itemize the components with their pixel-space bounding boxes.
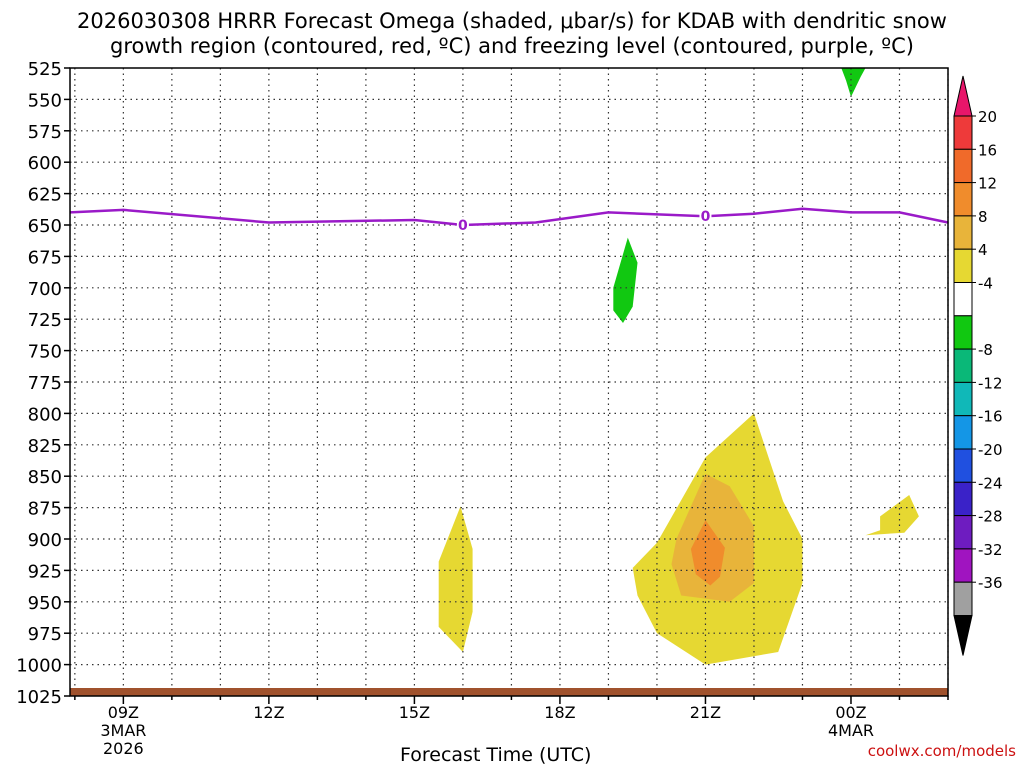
- colorbar-label: 20: [978, 108, 997, 126]
- colorbar-label: -16: [978, 408, 1003, 426]
- x-tick-label: 00Z: [835, 703, 866, 722]
- freezing-level-label: 0: [701, 209, 711, 225]
- x-tick-label: 12Z: [253, 703, 284, 722]
- y-tick-label: 525: [28, 59, 62, 80]
- y-tick-label: 825: [28, 436, 62, 457]
- colorbar-swatch: [953, 615, 973, 656]
- colorbar-label: -12: [978, 374, 1003, 392]
- y-tick-label: 975: [28, 624, 62, 645]
- y-tick-label: 750: [28, 342, 62, 363]
- y-tick-label: 650: [28, 216, 62, 237]
- colorbar-label: -4: [978, 275, 993, 293]
- x-tick-year: 2026: [103, 739, 144, 758]
- colorbar-swatch: [953, 348, 973, 383]
- x-tick-label: 21Z: [690, 703, 721, 722]
- x-tick-date: 3MAR: [100, 721, 146, 740]
- colorbar-swatch: [953, 448, 973, 483]
- colorbar-swatch: [953, 148, 973, 184]
- grid-lines: [70, 68, 949, 696]
- colorbar-swatch: [953, 415, 973, 450]
- colorbar-label: 16: [978, 141, 997, 159]
- colorbar-swatch: [953, 515, 973, 550]
- omega-region-1: [613, 237, 638, 323]
- omega-region-6: [865, 495, 919, 536]
- colorbar-swatch: [953, 115, 973, 150]
- surface-terrain: [70, 688, 948, 696]
- colorbar-swatch: [953, 481, 973, 517]
- y-axis: 525 550 575 600 625 650 675 700 725 750 775 800 825 8…: [16, 59, 70, 708]
- colorbar-swatch: [953, 248, 973, 283]
- colorbar-label: -8: [978, 341, 993, 359]
- colorbar-label: -32: [978, 541, 1003, 559]
- y-tick-label: 700: [28, 279, 62, 300]
- colorbar-swatch: [953, 381, 973, 417]
- terrain-band: [70, 688, 948, 696]
- y-tick-label: 775: [28, 373, 62, 394]
- omega-regions: [438, 68, 919, 665]
- colorbar-swatch: [953, 215, 973, 250]
- freezing-label-bg-0: [456, 217, 469, 233]
- y-tick-label: 925: [28, 561, 62, 582]
- omega-region-0: [841, 68, 866, 97]
- colorbar-label: 12: [978, 175, 997, 193]
- freezing-label-bg-1: [699, 208, 712, 225]
- y-tick-label: 550: [28, 90, 62, 111]
- y-tick-label: 725: [28, 310, 62, 331]
- x-tick-label: 18Z: [544, 703, 575, 722]
- colorbar-swatch: [953, 315, 973, 350]
- colorbar-label: -36: [978, 574, 1003, 592]
- freezing-level-line: [69, 207, 949, 227]
- freezing-level: 00: [69, 207, 949, 234]
- omega-region-5: [690, 520, 725, 586]
- colorbar-swatch: [953, 548, 973, 583]
- freezing-level-label: 0: [458, 218, 468, 234]
- y-tick-label: 1000: [16, 656, 62, 677]
- colorbar-label: 8: [978, 208, 988, 226]
- x-tick-date: 4MAR: [828, 721, 874, 740]
- y-tick-label: 875: [28, 499, 62, 520]
- website-credit: coolwx.com/models: [867, 742, 1016, 760]
- y-tick-label: 675: [28, 247, 62, 268]
- y-tick-label: 800: [28, 404, 62, 425]
- y-tick-label: 1025: [16, 687, 62, 708]
- x-axis-label: Forecast Time (UTC): [400, 744, 592, 766]
- chart-title-line-2: growth region (contoured, red, ºC) and f…: [110, 34, 914, 58]
- colorbar-label: -20: [978, 441, 1003, 459]
- y-tick-label: 600: [28, 153, 62, 174]
- x-tick-label: 15Z: [399, 703, 430, 722]
- colorbar-label: -24: [978, 474, 1003, 492]
- chart-title-line-1: 2026030308 HRRR Forecast Omega (shaded, …: [77, 9, 947, 33]
- y-tick-label: 575: [28, 122, 62, 143]
- colorbar-label: 4: [978, 241, 988, 259]
- colorbar: 20 16 12 8 4 -4 -8 -12 -16 -20 -24 -28 -32 -36: [953, 75, 1003, 656]
- colorbar-label: -28: [978, 508, 1003, 526]
- y-tick-label: 950: [28, 593, 62, 614]
- colorbar-swatch: [953, 75, 973, 117]
- colorbar-swatch: [953, 282, 973, 317]
- colorbar-swatch: [953, 182, 973, 217]
- colorbar-swatch: [953, 581, 973, 617]
- y-tick-label: 625: [28, 185, 62, 206]
- plot-frame: [69, 67, 949, 697]
- omega-region-2: [438, 506, 473, 652]
- y-tick-label: 850: [28, 467, 62, 488]
- x-tick-label: 09Z: [108, 703, 139, 722]
- y-tick-label: 900: [28, 530, 62, 551]
